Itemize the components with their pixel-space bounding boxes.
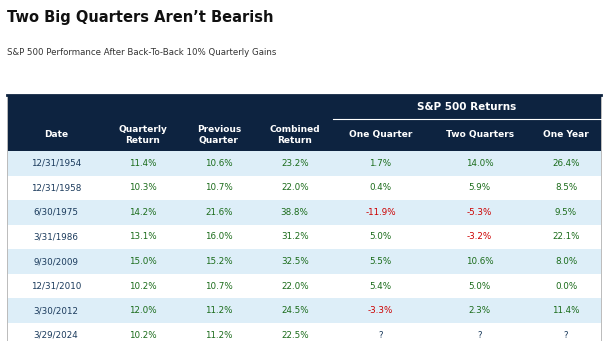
Text: 22.1%: 22.1% — [552, 233, 580, 241]
Text: Date: Date — [44, 130, 68, 139]
Text: 26.4%: 26.4% — [552, 159, 580, 168]
Text: -3.2%: -3.2% — [467, 233, 492, 241]
Text: -11.9%: -11.9% — [365, 208, 396, 217]
Text: Quarterly
Return: Quarterly Return — [119, 125, 168, 145]
Text: 12/31/1954: 12/31/1954 — [31, 159, 81, 168]
Text: 10.3%: 10.3% — [129, 183, 157, 192]
Text: 10.7%: 10.7% — [205, 282, 233, 291]
Text: Two Quarters: Two Quarters — [445, 130, 514, 139]
Text: 15.0%: 15.0% — [129, 257, 157, 266]
Text: 22.0%: 22.0% — [281, 183, 309, 192]
Text: 8.5%: 8.5% — [555, 183, 577, 192]
Bar — [7, 298, 601, 323]
Text: 11.2%: 11.2% — [205, 306, 232, 315]
Text: 14.2%: 14.2% — [129, 208, 157, 217]
Text: -3.3%: -3.3% — [368, 306, 393, 315]
Text: 10.7%: 10.7% — [205, 183, 233, 192]
Text: Two Big Quarters Aren’t Bearish: Two Big Quarters Aren’t Bearish — [7, 10, 273, 25]
Text: 23.2%: 23.2% — [281, 159, 309, 168]
Text: 3/30/2012: 3/30/2012 — [34, 306, 79, 315]
Text: ?: ? — [378, 331, 383, 340]
Text: S&P 500 Performance After Back-To-Back 10% Quarterly Gains: S&P 500 Performance After Back-To-Back 1… — [7, 48, 276, 57]
Text: ?: ? — [564, 331, 568, 340]
Text: 6/30/1975: 6/30/1975 — [34, 208, 79, 217]
Text: 0.4%: 0.4% — [370, 183, 391, 192]
Text: 8.0%: 8.0% — [555, 257, 577, 266]
Text: 3/29/2024: 3/29/2024 — [34, 331, 79, 340]
Point — [329, 117, 336, 121]
Text: 5.5%: 5.5% — [370, 257, 391, 266]
Bar — [7, 323, 601, 341]
Text: 12/31/2010: 12/31/2010 — [31, 282, 81, 291]
Bar — [7, 200, 601, 225]
Text: 3/31/1986: 3/31/1986 — [34, 233, 79, 241]
Bar — [7, 225, 601, 249]
Bar — [7, 151, 601, 176]
Bar — [7, 176, 601, 200]
Text: 15.2%: 15.2% — [205, 257, 233, 266]
Text: Previous
Quarter: Previous Quarter — [197, 125, 241, 145]
Text: One Year: One Year — [543, 130, 589, 139]
Text: 0.0%: 0.0% — [555, 282, 577, 291]
Text: 10.2%: 10.2% — [129, 331, 157, 340]
Bar — [7, 274, 601, 298]
Text: 10.6%: 10.6% — [205, 159, 233, 168]
Text: 2.3%: 2.3% — [468, 306, 491, 315]
Text: 13.1%: 13.1% — [129, 233, 157, 241]
Text: 21.6%: 21.6% — [205, 208, 232, 217]
Text: 11.4%: 11.4% — [129, 159, 157, 168]
Bar — [7, 95, 601, 119]
Text: 1.7%: 1.7% — [370, 159, 391, 168]
Text: 9/30/2009: 9/30/2009 — [34, 257, 79, 266]
Text: One Quarter: One Quarter — [349, 130, 412, 139]
Text: 22.5%: 22.5% — [281, 331, 309, 340]
Point — [598, 117, 605, 121]
Text: 11.2%: 11.2% — [205, 331, 232, 340]
Text: 12.0%: 12.0% — [129, 306, 157, 315]
Text: 14.0%: 14.0% — [466, 159, 494, 168]
Text: 5.4%: 5.4% — [370, 282, 391, 291]
Text: 10.2%: 10.2% — [129, 282, 157, 291]
Text: 38.8%: 38.8% — [281, 208, 309, 217]
Text: ?: ? — [477, 331, 482, 340]
Text: 5.9%: 5.9% — [468, 183, 491, 192]
Text: 32.5%: 32.5% — [281, 257, 309, 266]
Text: 16.0%: 16.0% — [205, 233, 233, 241]
Bar — [7, 119, 601, 151]
Text: S&P 500 Returns: S&P 500 Returns — [417, 102, 517, 112]
Text: 12/31/1958: 12/31/1958 — [31, 183, 81, 192]
Text: 10.6%: 10.6% — [466, 257, 494, 266]
Text: Combined
Return: Combined Return — [269, 125, 320, 145]
Text: 5.0%: 5.0% — [370, 233, 391, 241]
Text: 11.4%: 11.4% — [552, 306, 580, 315]
Bar — [7, 249, 601, 274]
Text: -5.3%: -5.3% — [467, 208, 492, 217]
Text: 24.5%: 24.5% — [281, 306, 309, 315]
Text: 9.5%: 9.5% — [555, 208, 577, 217]
Text: 31.2%: 31.2% — [281, 233, 309, 241]
Text: 5.0%: 5.0% — [468, 282, 491, 291]
Text: 22.0%: 22.0% — [281, 282, 309, 291]
